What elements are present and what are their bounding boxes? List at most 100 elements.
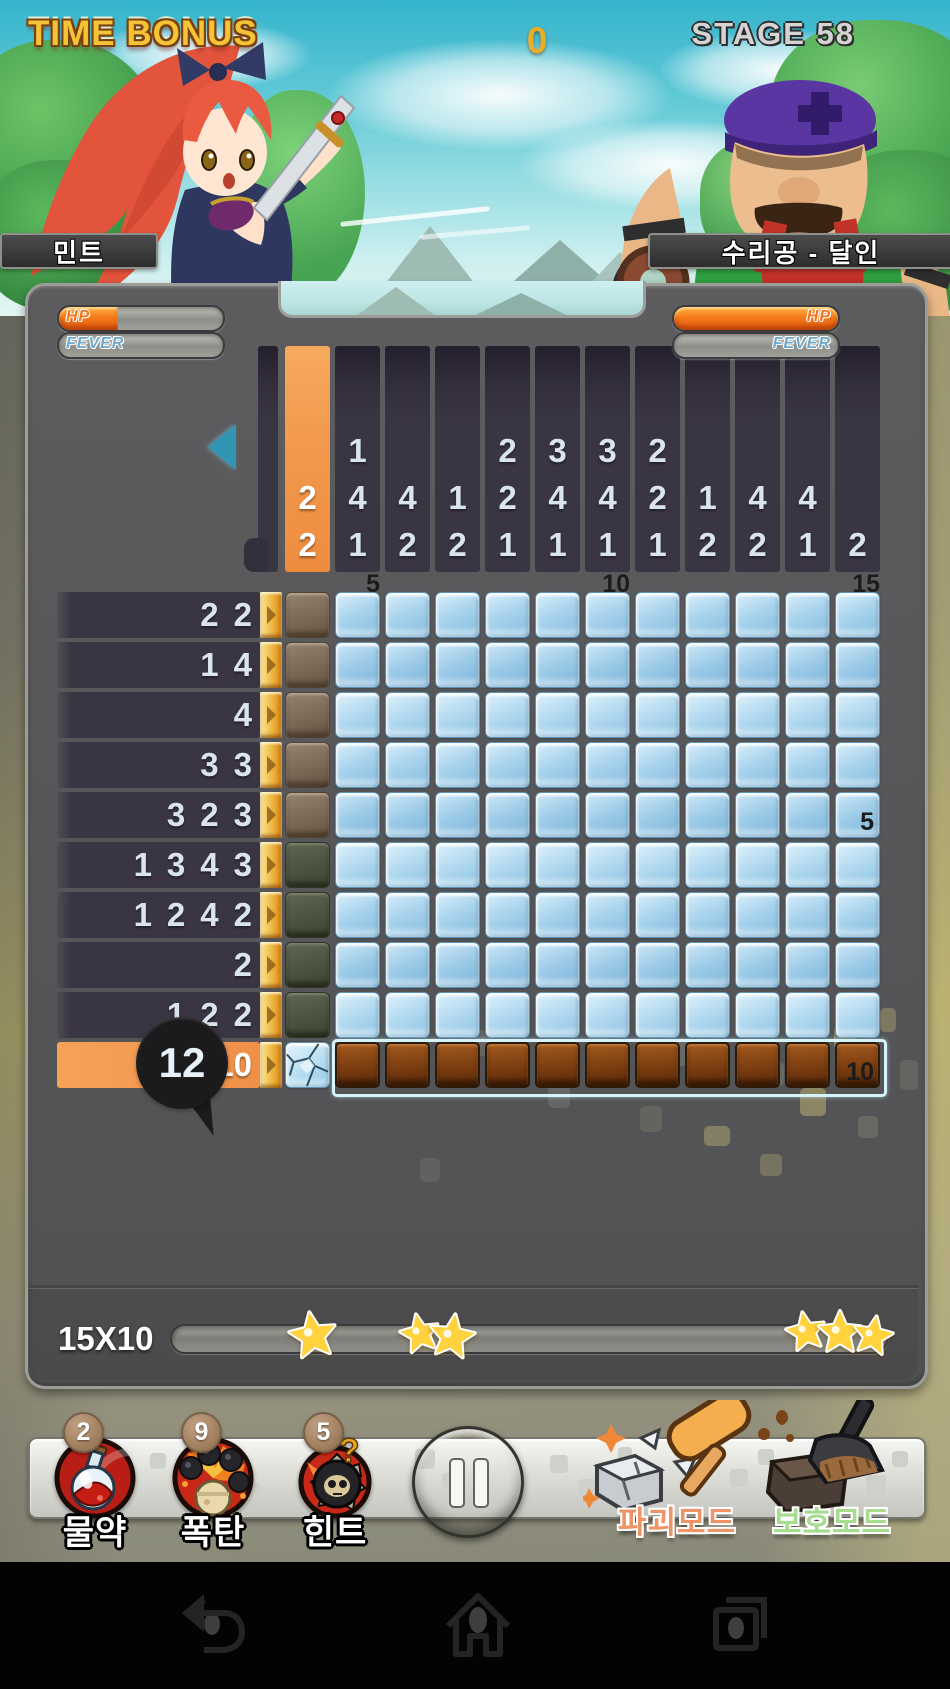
blue-block[interactable] (635, 792, 680, 838)
blue-block[interactable] (385, 642, 430, 688)
blue-block[interactable] (785, 992, 830, 1038)
olive-block[interactable] (285, 842, 330, 888)
back-icon[interactable] (174, 1586, 250, 1662)
blue-block[interactable] (835, 942, 880, 988)
blue-block[interactable] (385, 742, 430, 788)
blue-block[interactable] (435, 592, 480, 638)
blue-block[interactable] (335, 592, 380, 638)
blue-block[interactable] (435, 942, 480, 988)
olive-block[interactable] (285, 992, 330, 1038)
blue-block[interactable] (835, 642, 880, 688)
cracked-selected-block[interactable] (285, 1042, 330, 1088)
blue-block[interactable] (685, 992, 730, 1038)
blue-block[interactable] (785, 942, 830, 988)
blue-block[interactable] (485, 592, 530, 638)
home-icon[interactable] (440, 1586, 516, 1662)
blue-block[interactable] (785, 892, 830, 938)
blue-block[interactable] (735, 592, 780, 638)
destroyed-brown-block[interactable] (535, 1042, 580, 1088)
blue-block[interactable] (635, 892, 680, 938)
blue-block[interactable] (685, 692, 730, 738)
blue-block[interactable] (585, 742, 630, 788)
blue-block[interactable] (785, 792, 830, 838)
blue-block[interactable] (535, 692, 580, 738)
blue-block[interactable] (435, 992, 480, 1038)
blue-block[interactable] (485, 792, 530, 838)
blue-block[interactable] (335, 992, 380, 1038)
blue-block[interactable] (785, 842, 830, 888)
blue-block[interactable] (435, 742, 480, 788)
blue-block[interactable] (485, 842, 530, 888)
blue-block[interactable] (785, 642, 830, 688)
blue-block[interactable] (735, 792, 780, 838)
item-button-bomb-icon[interactable] (171, 1436, 255, 1520)
destroyed-brown-block[interactable] (835, 1042, 880, 1088)
blue-block[interactable] (635, 592, 680, 638)
blue-block[interactable] (635, 692, 680, 738)
blue-block[interactable] (685, 842, 730, 888)
blue-block[interactable] (735, 642, 780, 688)
blue-block[interactable] (385, 792, 430, 838)
pause-button[interactable] (412, 1426, 524, 1538)
blue-block[interactable] (335, 942, 380, 988)
blue-block[interactable] (835, 692, 880, 738)
blue-block[interactable] (385, 692, 430, 738)
blue-block[interactable] (435, 642, 480, 688)
blue-block[interactable] (535, 942, 580, 988)
blue-block[interactable] (635, 742, 680, 788)
destroyed-brown-block[interactable] (485, 1042, 530, 1088)
blue-block[interactable] (735, 692, 780, 738)
blue-block[interactable] (385, 892, 430, 938)
blue-block[interactable] (485, 692, 530, 738)
blue-block[interactable] (485, 892, 530, 938)
blue-block[interactable] (785, 692, 830, 738)
blue-block[interactable] (785, 742, 830, 788)
blue-block[interactable] (385, 842, 430, 888)
blue-block[interactable] (485, 942, 530, 988)
blue-block[interactable] (635, 992, 680, 1038)
gray-brown-block[interactable] (285, 642, 330, 688)
blue-block[interactable] (585, 592, 630, 638)
blue-block[interactable] (635, 842, 680, 888)
destroyed-brown-block[interactable] (385, 1042, 430, 1088)
blue-block[interactable] (585, 892, 630, 938)
blue-block[interactable] (735, 942, 780, 988)
blue-block[interactable] (535, 892, 580, 938)
blue-block[interactable] (685, 942, 730, 988)
destroyed-brown-block[interactable] (335, 1042, 380, 1088)
blue-block[interactable] (735, 992, 780, 1038)
blue-block[interactable] (385, 992, 430, 1038)
gray-brown-block[interactable] (285, 792, 330, 838)
blue-block[interactable] (635, 942, 680, 988)
recents-icon[interactable] (702, 1586, 778, 1662)
blue-block[interactable] (435, 692, 480, 738)
blue-block[interactable] (585, 642, 630, 688)
destroyed-brown-block[interactable] (785, 1042, 830, 1088)
blue-block[interactable] (535, 592, 580, 638)
blue-block[interactable] (835, 992, 880, 1038)
blue-block[interactable] (435, 842, 480, 888)
blue-block[interactable] (535, 642, 580, 688)
blue-block[interactable] (735, 842, 780, 888)
blue-block[interactable] (335, 692, 380, 738)
blue-block[interactable] (835, 892, 880, 938)
blue-block[interactable] (335, 892, 380, 938)
blue-block[interactable] (685, 642, 730, 688)
blue-block[interactable] (835, 792, 880, 838)
blue-block[interactable] (385, 942, 430, 988)
blue-block[interactable] (835, 592, 880, 638)
blue-block[interactable] (585, 842, 630, 888)
olive-block[interactable] (285, 892, 330, 938)
destroyed-brown-block[interactable] (685, 1042, 730, 1088)
blue-block[interactable] (835, 842, 880, 888)
blue-block[interactable] (535, 992, 580, 1038)
blue-block[interactable] (435, 892, 480, 938)
blue-block[interactable] (585, 942, 630, 988)
blue-block[interactable] (685, 592, 730, 638)
item-button-hint-icon[interactable]: ? (293, 1436, 377, 1520)
blue-block[interactable] (485, 742, 530, 788)
blue-block[interactable] (485, 992, 530, 1038)
blue-block[interactable] (335, 792, 380, 838)
olive-block[interactable] (285, 942, 330, 988)
blue-block[interactable] (385, 592, 430, 638)
